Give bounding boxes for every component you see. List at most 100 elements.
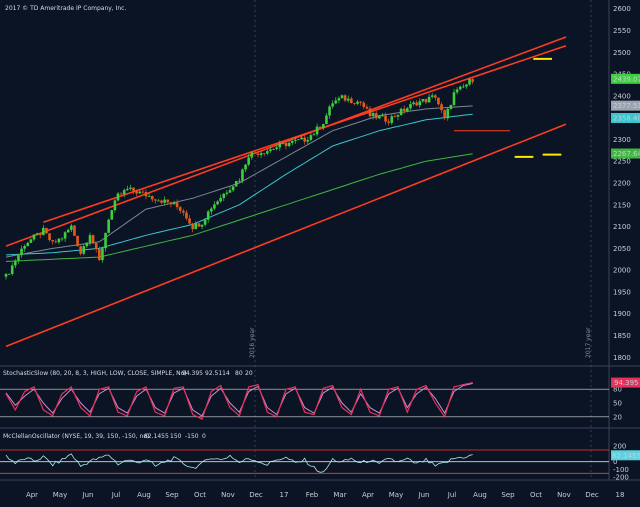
- candle-body: [300, 137, 303, 140]
- candle-body: [135, 191, 138, 194]
- candle-body: [275, 147, 278, 150]
- x-tick-label: Apr: [26, 491, 38, 499]
- x-tick-label: Nov: [221, 491, 235, 499]
- candle-body: [269, 149, 272, 152]
- candle-body: [346, 98, 350, 101]
- mcclellan-value-badge: [611, 450, 640, 461]
- x-tick-label: May: [389, 491, 403, 499]
- candle-body: [412, 102, 415, 105]
- x-tick-label: Jul: [111, 491, 121, 499]
- candle-body: [334, 100, 338, 104]
- price-tick-label: 2550: [613, 27, 631, 35]
- candle-body: [157, 200, 160, 202]
- candle-body: [122, 190, 126, 195]
- x-tick-label: May: [53, 491, 67, 499]
- stoch-value-badge: [611, 377, 640, 388]
- candle-body: [350, 98, 353, 103]
- candle-body: [163, 199, 166, 203]
- copyright-text: 2017 © TD Ameritrade IP Company, Inc.: [5, 5, 126, 12]
- candle-body: [452, 92, 456, 105]
- candle-body: [468, 79, 471, 85]
- x-tick-label: Apr: [362, 491, 374, 499]
- candle-body: [281, 142, 285, 144]
- candle-body: [315, 126, 319, 135]
- candle-body: [238, 180, 241, 182]
- candle-body: [154, 199, 157, 201]
- candle-body: [185, 212, 188, 219]
- candle-body: [191, 223, 194, 230]
- candle-body: [219, 197, 222, 202]
- candle-body: [440, 104, 443, 111]
- x-tick-label: 18: [616, 491, 625, 499]
- x-tick-label: Nov: [557, 491, 571, 499]
- candle-body: [343, 95, 347, 101]
- price-tick-label: 1800: [613, 354, 631, 362]
- candle-body: [91, 235, 95, 244]
- mcclellan-value-badge-label: 82.1455: [612, 452, 640, 460]
- x-tick-label: Mar: [333, 491, 346, 499]
- candle-body: [322, 124, 325, 129]
- candle-body: [396, 115, 400, 117]
- candle-body: [458, 86, 462, 90]
- candle-body: [234, 180, 238, 187]
- candle-body: [449, 104, 453, 109]
- candle-body: [54, 241, 58, 243]
- candle-body: [378, 116, 381, 119]
- price-tick-label: 2500: [613, 49, 631, 57]
- price-panel: [4, 36, 567, 348]
- candle-body: [200, 224, 204, 227]
- price-badge-label: 2267.64: [613, 150, 640, 158]
- price-badge: [611, 112, 640, 123]
- candle-body: [371, 113, 375, 117]
- candle-body: [455, 89, 459, 93]
- candle-body: [434, 95, 437, 98]
- stoch-d-line: [5, 382, 473, 417]
- mcclellan-title: McClellanOscillator (NYSE, 19, 39, 150, …: [3, 433, 149, 440]
- candle-body: [356, 101, 359, 104]
- price-tick-label: 1900: [613, 310, 631, 318]
- candle-body: [318, 126, 322, 129]
- mcclellan-panel: McClellanOscillator (NYSE, 19, 39, 150, …: [0, 433, 609, 474]
- price-tick-label: 2300: [613, 136, 631, 144]
- x-tick-label: Dec: [585, 491, 599, 499]
- candle-body: [104, 232, 107, 249]
- candle-body: [294, 139, 297, 141]
- x-tick-label: Feb: [306, 491, 319, 499]
- candle-body: [210, 208, 213, 212]
- candle-body: [29, 239, 33, 243]
- price-tick-label: 1850: [613, 332, 631, 340]
- candle-body: [98, 249, 101, 261]
- mcclellan-legend-value: 82.1455: [144, 433, 169, 440]
- candle-body: [14, 261, 17, 266]
- candle-body: [82, 246, 86, 254]
- stoch-legend-value: 92.5114: [205, 370, 230, 377]
- price-tick-label: 2050: [613, 245, 631, 253]
- candle-body: [284, 142, 288, 146]
- candle-body: [266, 151, 269, 154]
- grid-layer: 2016 year 2017 year: [0, 0, 640, 481]
- candle-body: [228, 190, 232, 193]
- candle-body: [213, 204, 216, 209]
- candle-body: [247, 157, 250, 165]
- candle-body: [10, 265, 14, 274]
- x-tick-label: Jun: [418, 491, 430, 499]
- candle-body: [222, 193, 226, 198]
- candle-body: [312, 134, 316, 136]
- candle-body: [172, 202, 176, 205]
- candle-body: [60, 238, 64, 240]
- candle-body: [42, 227, 45, 236]
- candle-body: [206, 211, 210, 220]
- price-tick-label: 2200: [613, 180, 631, 188]
- candle-body: [231, 186, 235, 191]
- candle-body: [160, 200, 163, 203]
- price-tick-label: 2100: [613, 223, 631, 231]
- stoch-legend-value: 94.395: [182, 370, 203, 377]
- candle-body: [424, 99, 428, 103]
- candle-body: [250, 152, 254, 158]
- candle-body: [57, 238, 61, 243]
- candle-body: [175, 202, 179, 208]
- candle-body: [182, 210, 185, 213]
- x-tick-label: 17: [280, 491, 289, 499]
